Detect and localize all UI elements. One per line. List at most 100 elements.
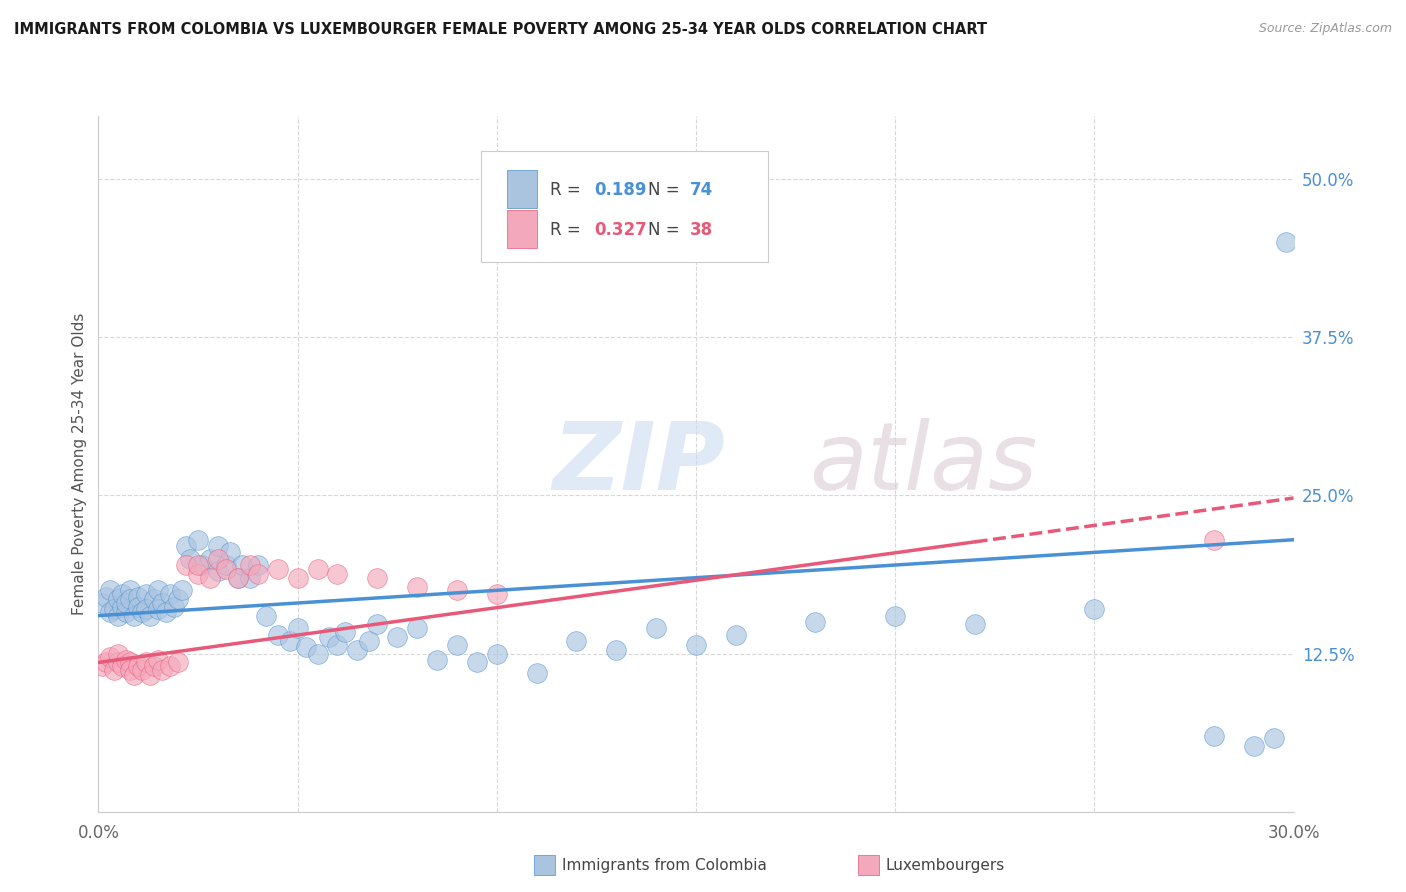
Point xyxy=(246,566,269,581)
Text: 38: 38 xyxy=(690,221,713,239)
Point xyxy=(1083,602,1105,616)
Point xyxy=(485,587,508,601)
Point xyxy=(143,659,166,673)
Point xyxy=(107,592,129,607)
Text: 74: 74 xyxy=(690,181,713,199)
Point xyxy=(120,592,142,607)
Point xyxy=(1202,729,1225,743)
Point xyxy=(215,558,238,572)
Point xyxy=(111,587,134,601)
Point xyxy=(115,596,138,610)
Point xyxy=(605,642,627,657)
Point xyxy=(191,558,214,572)
Point xyxy=(226,571,249,585)
Point xyxy=(645,621,668,635)
Point xyxy=(287,621,309,635)
Point xyxy=(307,562,329,576)
Text: Luxembourgers: Luxembourgers xyxy=(886,858,1005,872)
Point xyxy=(159,587,181,601)
Point xyxy=(172,583,194,598)
Point xyxy=(124,608,146,623)
Text: 0.189: 0.189 xyxy=(595,181,647,199)
Point xyxy=(366,571,388,585)
Point xyxy=(167,592,190,607)
Point xyxy=(187,558,209,572)
Text: 0.327: 0.327 xyxy=(595,221,647,239)
Text: N =: N = xyxy=(648,181,685,199)
Point xyxy=(485,647,508,661)
Text: Immigrants from Colombia: Immigrants from Colombia xyxy=(562,858,768,872)
Point xyxy=(246,558,269,572)
Point xyxy=(366,617,388,632)
Point xyxy=(148,583,170,598)
Point xyxy=(150,596,173,610)
Point xyxy=(148,602,170,616)
Point xyxy=(131,663,153,677)
Point xyxy=(100,650,122,665)
Point xyxy=(1202,533,1225,547)
Point xyxy=(120,656,142,670)
Point xyxy=(111,599,134,614)
Point xyxy=(120,583,142,598)
Point xyxy=(307,647,329,661)
Point xyxy=(143,592,166,607)
Point xyxy=(326,638,349,652)
Point xyxy=(446,638,468,652)
Point xyxy=(385,630,409,644)
Point xyxy=(215,562,238,576)
Text: Source: ZipAtlas.com: Source: ZipAtlas.com xyxy=(1258,22,1392,36)
Point xyxy=(267,627,290,641)
Point xyxy=(107,647,129,661)
Point xyxy=(115,605,138,619)
Point xyxy=(254,608,277,623)
Point xyxy=(1263,731,1285,746)
Point xyxy=(127,659,149,673)
Point xyxy=(346,642,368,657)
Point xyxy=(91,659,114,673)
Point xyxy=(526,665,548,680)
Point xyxy=(724,627,747,641)
Point xyxy=(267,562,290,576)
Point xyxy=(107,608,129,623)
Point xyxy=(446,583,468,598)
Point xyxy=(100,605,122,619)
Y-axis label: Female Poverty Among 25-34 Year Olds: Female Poverty Among 25-34 Year Olds xyxy=(72,313,87,615)
Point xyxy=(226,571,249,585)
Point xyxy=(148,653,170,667)
Point xyxy=(318,630,340,644)
Text: R =: R = xyxy=(550,181,586,199)
Point xyxy=(1274,235,1296,250)
Point xyxy=(131,605,153,619)
Point xyxy=(127,590,149,604)
Point xyxy=(174,558,197,572)
Point xyxy=(207,551,229,566)
Point xyxy=(278,634,301,648)
FancyBboxPatch shape xyxy=(508,169,537,208)
Point xyxy=(239,558,262,572)
Point xyxy=(207,539,229,553)
Point xyxy=(187,533,209,547)
Point xyxy=(139,608,162,623)
Point xyxy=(685,638,707,652)
Point xyxy=(96,656,118,670)
Point xyxy=(804,615,827,629)
Point xyxy=(239,571,262,585)
Text: IMMIGRANTS FROM COLOMBIA VS LUXEMBOURGER FEMALE POVERTY AMONG 25-34 YEAR OLDS CO: IMMIGRANTS FROM COLOMBIA VS LUXEMBOURGER… xyxy=(14,22,987,37)
Point xyxy=(884,608,907,623)
Point xyxy=(207,565,229,579)
Point xyxy=(465,656,488,670)
Point xyxy=(187,566,209,581)
Point xyxy=(565,634,588,648)
Point xyxy=(287,571,309,585)
Point xyxy=(135,602,157,616)
Point xyxy=(115,653,138,667)
Point xyxy=(231,558,253,572)
Text: ZIP: ZIP xyxy=(553,417,725,510)
Point xyxy=(294,640,316,655)
FancyBboxPatch shape xyxy=(481,151,768,262)
Text: R =: R = xyxy=(550,221,586,239)
Point xyxy=(219,545,242,559)
Point xyxy=(167,656,190,670)
Point xyxy=(426,653,449,667)
Point xyxy=(124,668,146,682)
